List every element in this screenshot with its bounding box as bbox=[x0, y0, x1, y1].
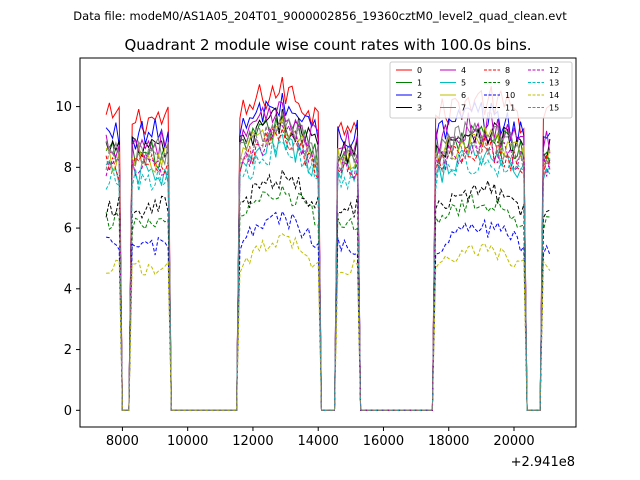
legend-label: 12 bbox=[549, 66, 559, 75]
chart-title: Quadrant 2 module wise count rates with … bbox=[124, 36, 531, 54]
legend-label: 15 bbox=[549, 104, 559, 113]
y-tick-label: 6 bbox=[64, 222, 72, 237]
x-offset-label: +2.941e8 bbox=[511, 455, 575, 470]
x-tick-label: 12000 bbox=[232, 434, 273, 449]
legend-label: 5 bbox=[461, 79, 466, 88]
x-tick-label: 16000 bbox=[363, 434, 404, 449]
legend-label: 6 bbox=[461, 91, 466, 100]
legend-label: 3 bbox=[417, 104, 422, 113]
axes-frame bbox=[79, 57, 577, 428]
y-axis: 0 2 4 6 8 10 bbox=[55, 100, 80, 419]
x-tick-label: 20000 bbox=[493, 434, 534, 449]
x-tick-label: 18000 bbox=[428, 434, 469, 449]
legend-label: 13 bbox=[549, 79, 559, 88]
plot-area bbox=[79, 57, 577, 428]
y-tick-label: 10 bbox=[55, 100, 72, 115]
legend-label: 7 bbox=[461, 104, 466, 113]
legend-label: 9 bbox=[505, 79, 510, 88]
x-tick-label: 10000 bbox=[167, 434, 208, 449]
series-line-15 bbox=[105, 121, 551, 411]
legend-label: 0 bbox=[417, 66, 422, 75]
y-tick-label: 8 bbox=[64, 161, 72, 176]
legend-frame bbox=[389, 61, 573, 119]
legend-label: 4 bbox=[461, 66, 466, 75]
series-group bbox=[105, 76, 551, 411]
legend-label: 14 bbox=[549, 91, 559, 100]
figure-suptitle: Data file: modeM0/AS1A05_204T01_90000028… bbox=[73, 9, 567, 23]
legend-label: 8 bbox=[505, 66, 510, 75]
x-tick-label: 14000 bbox=[298, 434, 339, 449]
y-tick-label: 0 bbox=[64, 404, 72, 419]
legend-label: 2 bbox=[417, 91, 422, 100]
y-tick-label: 4 bbox=[64, 282, 72, 297]
legend-label: 1 bbox=[417, 79, 422, 88]
x-tick-label: 8000 bbox=[106, 434, 139, 449]
legend-label: 11 bbox=[505, 104, 515, 113]
legend-label: 10 bbox=[505, 91, 515, 100]
x-axis: 8000 10000 12000 14000 16000 18000 20000 bbox=[106, 427, 535, 449]
y-tick-label: 2 bbox=[64, 343, 72, 358]
